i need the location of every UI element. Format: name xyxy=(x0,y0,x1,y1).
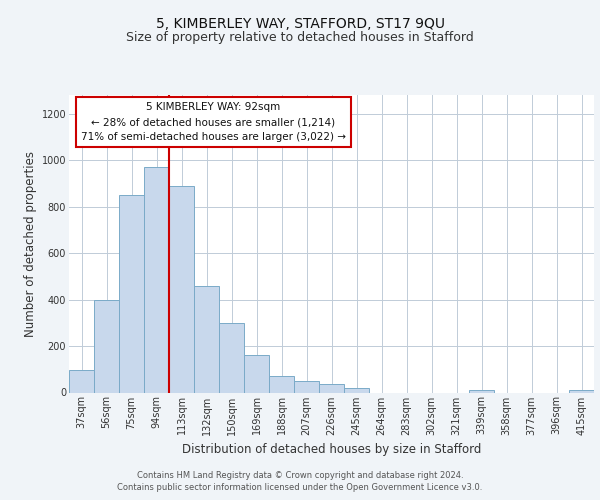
Bar xyxy=(244,356,269,393)
Bar xyxy=(69,370,94,392)
X-axis label: Distribution of detached houses by size in Stafford: Distribution of detached houses by size … xyxy=(182,443,481,456)
Bar xyxy=(469,390,494,392)
Bar xyxy=(94,300,119,392)
Bar xyxy=(569,390,594,392)
Bar xyxy=(169,186,194,392)
Text: 5, KIMBERLEY WAY, STAFFORD, ST17 9QU: 5, KIMBERLEY WAY, STAFFORD, ST17 9QU xyxy=(155,17,445,31)
Text: 5 KIMBERLEY WAY: 92sqm
← 28% of detached houses are smaller (1,214)
71% of semi-: 5 KIMBERLEY WAY: 92sqm ← 28% of detached… xyxy=(81,102,346,142)
Bar xyxy=(344,388,369,392)
Bar xyxy=(269,376,294,392)
Bar xyxy=(319,384,344,392)
Bar xyxy=(194,286,219,393)
Text: Size of property relative to detached houses in Stafford: Size of property relative to detached ho… xyxy=(126,31,474,44)
Bar xyxy=(144,167,169,392)
Text: Contains HM Land Registry data © Crown copyright and database right 2024.: Contains HM Land Registry data © Crown c… xyxy=(137,472,463,480)
Y-axis label: Number of detached properties: Number of detached properties xyxy=(25,151,37,337)
Bar xyxy=(219,323,244,392)
Bar xyxy=(294,381,319,392)
Text: Contains public sector information licensed under the Open Government Licence v3: Contains public sector information licen… xyxy=(118,483,482,492)
Bar xyxy=(119,195,144,392)
